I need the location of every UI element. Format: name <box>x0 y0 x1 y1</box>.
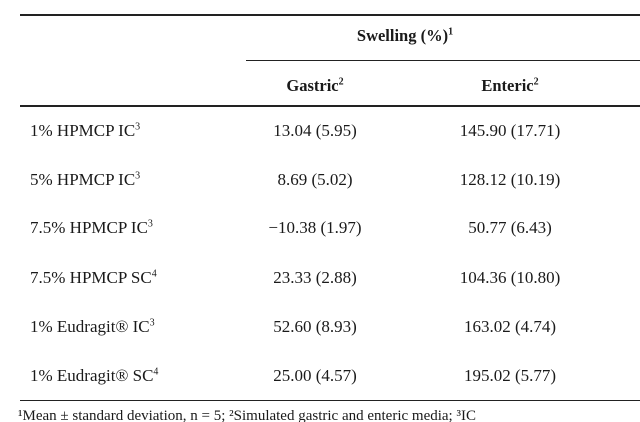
enteric-value: 104.36 (10.80) <box>459 268 561 287</box>
row-label-text: 1% Eudragit® SC <box>30 366 154 385</box>
row-label: 7.5% HPMCP IC3 <box>30 218 153 238</box>
column-header-gastric-text: Gastric <box>286 76 339 95</box>
row-label-text: 7.5% HPMCP SC <box>30 268 152 287</box>
bottom-rule <box>20 400 640 401</box>
row-label: 1% Eudragit® IC3 <box>30 317 155 337</box>
row-label-text: 5% HPMCP IC <box>30 170 136 189</box>
row-label: 1% HPMCP IC3 <box>30 121 140 141</box>
row-label: 5% HPMCP IC3 <box>30 170 140 190</box>
row-label-text: 7.5% HPMCP IC <box>30 218 148 237</box>
column-header-gastric-sup: 2 <box>338 76 344 88</box>
row-label-sup: 3 <box>135 170 141 182</box>
table-row: 1% HPMCP IC3 13.04 (5.95) 145.90 (17.71) <box>0 121 640 151</box>
group-header: Swelling (%)1 <box>0 26 640 46</box>
row-label-text: 1% Eudragit® IC <box>30 317 150 336</box>
row-label-sup: 3 <box>135 121 141 133</box>
row-label-sup: 3 <box>147 218 153 230</box>
column-header-enteric-sup: 2 <box>533 76 539 88</box>
table-row: 1% Eudragit® SC4 25.00 (4.57) 195.02 (5.… <box>0 366 640 396</box>
row-label-sup: 3 <box>149 317 155 329</box>
top-rule <box>20 14 640 16</box>
table-row: 7.5% HPMCP SC4 23.33 (2.88) 104.36 (10.8… <box>0 268 640 298</box>
table-row: 7.5% HPMCP IC3 −10.38 (1.97) 50.77 (6.43… <box>0 218 640 248</box>
group-header-sup: 1 <box>448 26 454 38</box>
enteric-value: 163.02 (4.74) <box>463 317 557 336</box>
gastric-value: 23.33 (2.88) <box>273 268 357 287</box>
enteric-value: 50.77 (6.43) <box>468 218 552 237</box>
group-rule <box>246 60 640 61</box>
row-label-sup: 4 <box>151 268 157 280</box>
column-header-gastric: Gastric2 <box>250 76 380 96</box>
enteric-value: 195.02 (5.77) <box>463 366 557 385</box>
enteric-value: 128.12 (10.19) <box>459 170 561 189</box>
table-row: 5% HPMCP IC3 8.69 (5.02) 128.12 (10.19) <box>0 170 640 200</box>
header-rule <box>20 105 640 107</box>
row-label: 7.5% HPMCP SC4 <box>30 268 157 288</box>
column-header-enteric: Enteric2 <box>440 76 580 96</box>
table-row: 1% Eudragit® IC3 52.60 (8.93) 163.02 (4.… <box>0 317 640 347</box>
row-label: 1% Eudragit® SC4 <box>30 366 158 386</box>
gastric-value: 52.60 (8.93) <box>273 317 357 336</box>
gastric-value: 25.00 (4.57) <box>273 366 357 385</box>
group-header-text: Swelling (%) <box>356 26 449 45</box>
enteric-value: 145.90 (17.71) <box>459 121 561 140</box>
gastric-value: −10.38 (1.97) <box>268 218 362 237</box>
table-footnote: ¹Mean ± standard deviation, n = 5; ²Simu… <box>18 408 476 422</box>
column-header-enteric-text: Enteric <box>481 76 534 95</box>
gastric-value: 8.69 (5.02) <box>277 170 353 189</box>
gastric-value: 13.04 (5.95) <box>273 121 357 140</box>
row-label-text: 1% HPMCP IC <box>30 121 136 140</box>
row-label-sup: 4 <box>153 366 159 378</box>
